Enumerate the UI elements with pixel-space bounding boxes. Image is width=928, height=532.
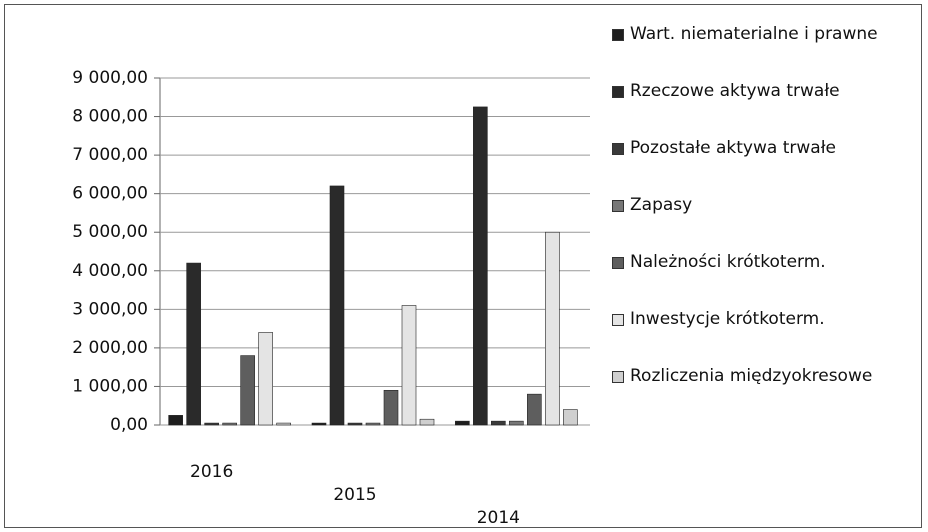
bar	[455, 420, 470, 426]
bar	[168, 415, 183, 426]
legend-item: Rozliczenia międzyokresowe	[612, 362, 924, 419]
legend-swatch	[612, 143, 624, 155]
bar	[186, 262, 201, 426]
y-tick-label: 6 000,00	[72, 184, 148, 204]
bar	[311, 422, 327, 426]
y-tick-label: 2 000,00	[72, 338, 148, 358]
y-tick-label: 9 000,00	[72, 68, 148, 88]
legend-label: Należności krótkoterm.	[630, 252, 826, 272]
legend-item: Wart. niematerialne i prawne	[612, 20, 924, 77]
legend-label: Wart. niematerialne i prawne	[630, 24, 878, 44]
y-tick-label: 5 000,00	[72, 222, 148, 242]
bar	[509, 420, 524, 426]
legend-swatch	[612, 200, 624, 212]
bar	[276, 422, 291, 426]
bar	[204, 422, 219, 426]
legend-label: Rzeczowe aktywa trwałe	[630, 81, 840, 101]
y-tick-label: 0,00	[110, 415, 148, 435]
legend-item: Należności krótkoterm.	[612, 248, 924, 305]
y-tick-label: 3 000,00	[72, 299, 148, 319]
bar	[545, 231, 560, 426]
bar	[347, 422, 363, 426]
x-tick-label: 2016	[190, 462, 233, 482]
bar	[527, 393, 542, 426]
bar	[222, 422, 237, 426]
y-tick-label: 4 000,00	[72, 261, 148, 281]
legend: Wart. niematerialne i prawne Rzeczowe akt…	[612, 20, 924, 419]
bar	[383, 389, 399, 426]
legend-swatch	[612, 29, 624, 41]
y-tick-label: 8 000,00	[72, 107, 148, 127]
chart-frame	[4, 4, 922, 528]
legend-swatch	[612, 371, 624, 383]
legend-label: Pozostałe aktywa trwałe	[630, 138, 836, 158]
x-tick-label: 2015	[333, 485, 376, 505]
legend-swatch	[612, 314, 624, 326]
bar	[491, 420, 506, 426]
bar	[240, 355, 255, 426]
bar	[401, 305, 417, 426]
bar	[419, 418, 435, 426]
bar	[563, 409, 578, 426]
bar	[365, 422, 381, 426]
legend-item: Zapasy	[612, 191, 924, 248]
bar	[329, 185, 345, 426]
legend-item: Rzeczowe aktywa trwałe	[612, 77, 924, 134]
legend-swatch	[612, 257, 624, 269]
y-tick-label: 1 000,00	[72, 376, 148, 396]
legend-swatch	[612, 86, 624, 98]
y-tick-label: 7 000,00	[72, 145, 148, 165]
x-tick-label: 2014	[477, 508, 520, 528]
legend-item: Pozostałe aktywa trwałe	[612, 134, 924, 191]
legend-label: Zapasy	[630, 195, 693, 215]
bar	[258, 332, 273, 426]
legend-label: Inwestycje krótkoterm.	[630, 309, 825, 329]
legend-item: Inwestycje krótkoterm.	[612, 305, 924, 362]
legend-label: Rozliczenia międzyokresowe	[630, 366, 873, 386]
bar	[473, 106, 488, 426]
